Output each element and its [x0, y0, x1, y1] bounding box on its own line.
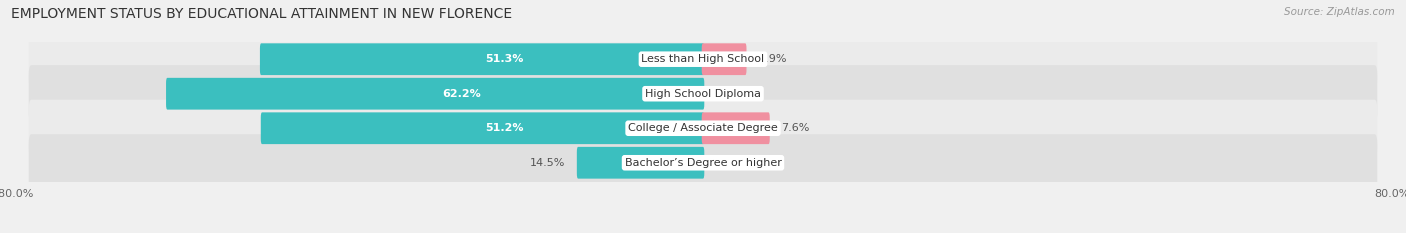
FancyBboxPatch shape	[260, 43, 704, 75]
FancyBboxPatch shape	[702, 112, 769, 144]
FancyBboxPatch shape	[28, 65, 1378, 122]
Text: 62.2%: 62.2%	[443, 89, 481, 99]
Text: 7.6%: 7.6%	[782, 123, 810, 133]
Text: 0.0%: 0.0%	[716, 158, 744, 168]
Text: 14.5%: 14.5%	[530, 158, 565, 168]
FancyBboxPatch shape	[576, 147, 704, 179]
Text: High School Diploma: High School Diploma	[645, 89, 761, 99]
Text: EMPLOYMENT STATUS BY EDUCATIONAL ATTAINMENT IN NEW FLORENCE: EMPLOYMENT STATUS BY EDUCATIONAL ATTAINM…	[11, 7, 512, 21]
Legend: In Labor Force, Unemployed: In Labor Force, Unemployed	[598, 230, 808, 233]
FancyBboxPatch shape	[166, 78, 704, 110]
FancyBboxPatch shape	[260, 112, 704, 144]
FancyBboxPatch shape	[702, 43, 747, 75]
Text: 51.3%: 51.3%	[485, 54, 523, 64]
Text: College / Associate Degree: College / Associate Degree	[628, 123, 778, 133]
Text: Bachelor’s Degree or higher: Bachelor’s Degree or higher	[624, 158, 782, 168]
Text: Less than High School: Less than High School	[641, 54, 765, 64]
Text: Source: ZipAtlas.com: Source: ZipAtlas.com	[1284, 7, 1395, 17]
Text: 0.0%: 0.0%	[716, 89, 744, 99]
FancyBboxPatch shape	[28, 100, 1378, 157]
Text: 4.9%: 4.9%	[758, 54, 786, 64]
Text: 51.2%: 51.2%	[485, 123, 524, 133]
FancyBboxPatch shape	[28, 31, 1378, 88]
FancyBboxPatch shape	[28, 134, 1378, 191]
